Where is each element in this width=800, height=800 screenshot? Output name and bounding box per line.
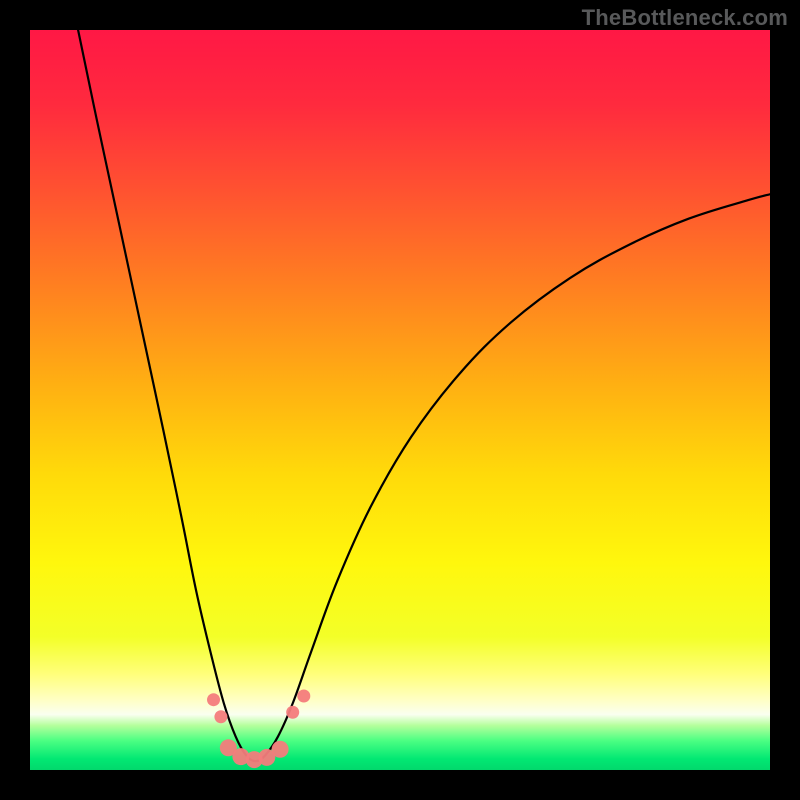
watermark-text: TheBottleneck.com bbox=[582, 5, 788, 31]
marker-dot bbox=[297, 690, 310, 703]
gradient-background bbox=[30, 30, 770, 770]
marker-dot bbox=[207, 693, 220, 706]
bottleneck-chart bbox=[30, 30, 770, 770]
marker-dot bbox=[272, 741, 289, 758]
figure-root: TheBottleneck.com bbox=[0, 0, 800, 800]
marker-dot bbox=[214, 710, 227, 723]
marker-dot bbox=[286, 706, 299, 719]
